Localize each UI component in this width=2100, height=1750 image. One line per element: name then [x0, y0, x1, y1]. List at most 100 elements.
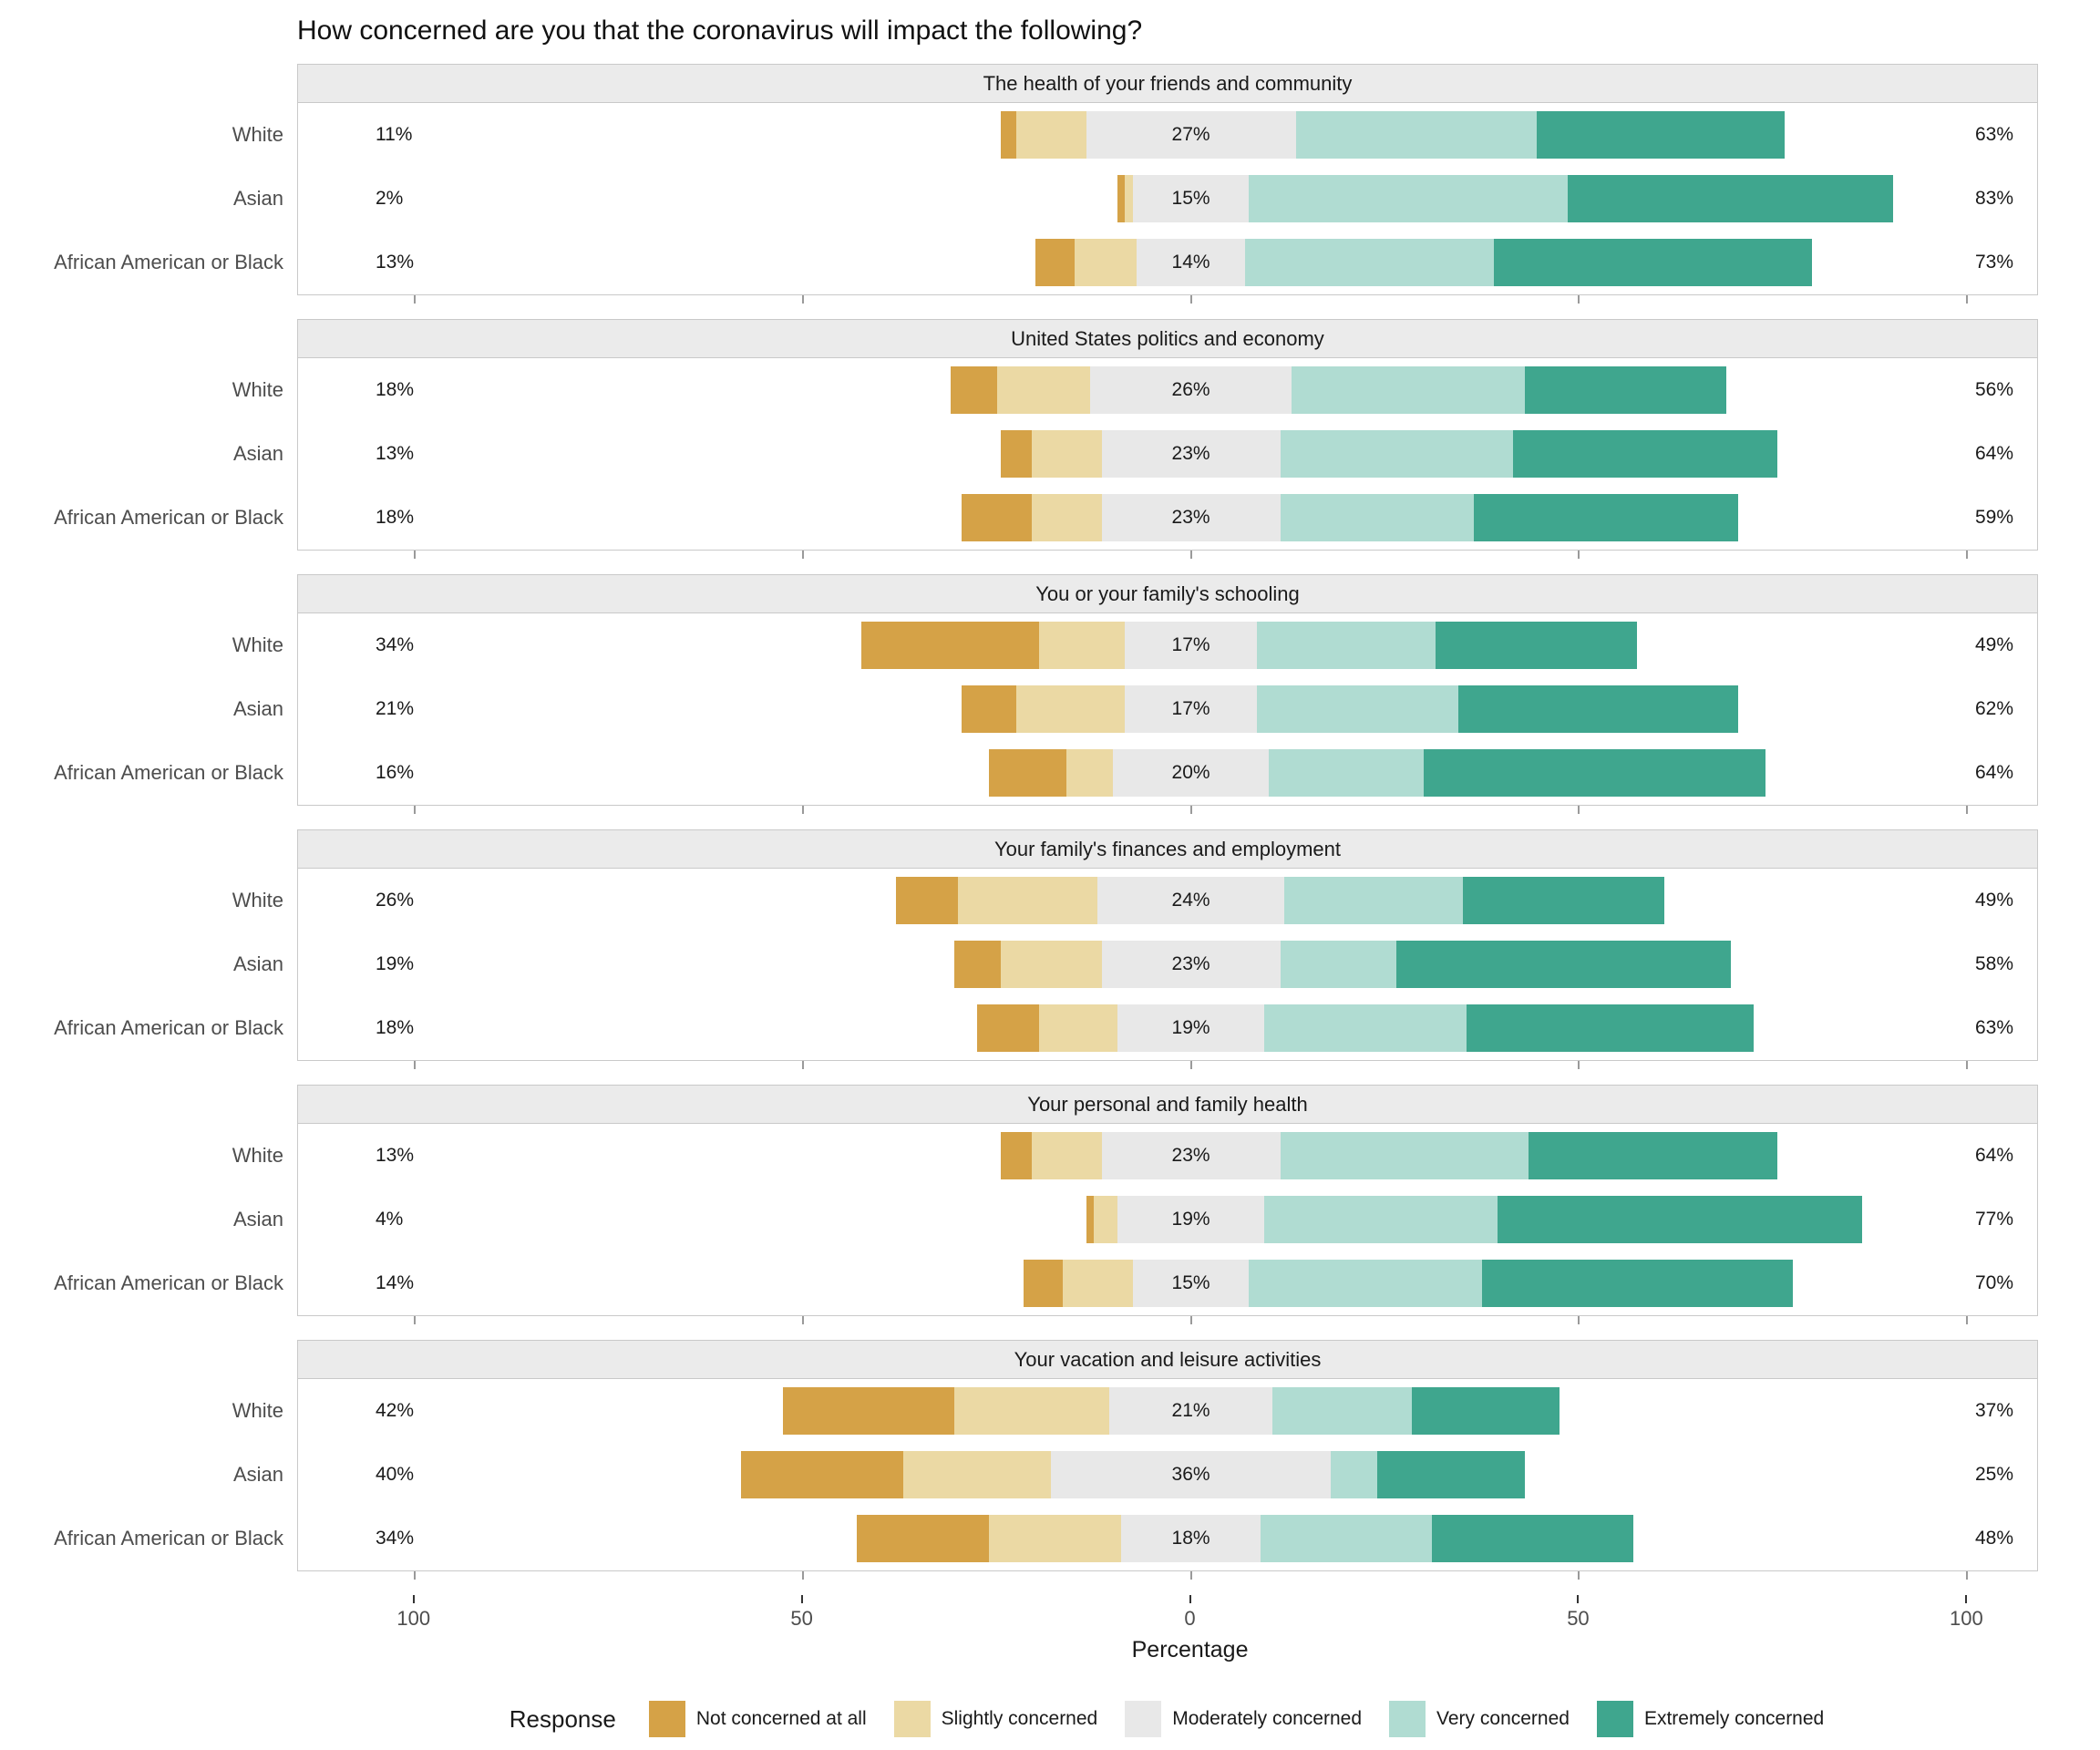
panel-tick — [1966, 1571, 1969, 1580]
pct-label-not-concerned: 13% — [376, 443, 415, 464]
bar-segment-moderately — [1113, 749, 1269, 797]
pct-label-moderate: 21% — [1171, 1400, 1210, 1421]
legend-label: Slightly concerned — [941, 1708, 1098, 1729]
bar-segment-extremely — [1474, 494, 1739, 541]
axis-tick — [1965, 1595, 1968, 1603]
legend-title: Response — [509, 1704, 616, 1733]
panel-tick — [1966, 1061, 1969, 1069]
facet-panel: Your personal and family health White 13% 2… — [54, 1085, 2038, 1324]
pct-label-moderate: 18% — [1171, 1528, 1210, 1549]
bar-segment-slightly — [989, 1515, 1121, 1562]
panel-tick — [801, 806, 804, 814]
panel-tick — [801, 551, 804, 559]
pct-label-concerned: 37% — [1974, 1400, 2013, 1421]
legend-label: Moderately concerned — [1172, 1708, 1363, 1729]
bar-segment-very — [1249, 1260, 1482, 1307]
bar-segment-slightly — [1066, 749, 1114, 797]
pct-label-concerned: 25% — [1974, 1464, 2013, 1485]
group-label: White — [232, 123, 283, 146]
bar-row: Asian 40% 36% 25% — [233, 1443, 2037, 1507]
pct-label-not-concerned: 18% — [376, 1017, 415, 1038]
pct-label-moderate: 17% — [1171, 698, 1210, 719]
panel-tick — [1578, 1316, 1580, 1324]
bar-segment-extremely — [1498, 1196, 1863, 1243]
x-axis-title-row: Percentage — [297, 1637, 2036, 1670]
bar-segment-slightly — [1094, 1196, 1117, 1243]
bar-segment-extremely — [1466, 1004, 1755, 1052]
bar-segment-not — [1000, 111, 1016, 159]
bar-row: African American or Black 34% 18% 48% — [54, 1507, 2037, 1570]
facet-panel: The health of your friends and community… — [54, 64, 2038, 304]
bar-segment-not — [1024, 1260, 1063, 1307]
bar-segment-extremely — [1513, 430, 1777, 478]
bar-row: Asian 2% 15% 83% — [233, 167, 2037, 231]
bar-segment-extremely — [1524, 366, 1727, 414]
bar-segment-slightly — [1000, 941, 1102, 988]
facet-plot: White 42% 21% 37% Asian 40% 36% 25% African Amer… — [54, 1379, 2037, 1580]
group-label: White — [232, 378, 283, 401]
pct-label-moderate: 14% — [1171, 252, 1210, 273]
panel-tick — [1578, 1061, 1580, 1069]
bar-segment-not — [1000, 430, 1032, 478]
group-label: Asian — [232, 1208, 283, 1230]
bar-segment-not — [895, 877, 959, 924]
pct-label-concerned: 64% — [1974, 762, 2013, 783]
bar-segment-moderately — [1117, 1004, 1265, 1052]
group-label: African American or Black — [54, 1016, 283, 1039]
facet-plot: White 18% 26% 56% Asian 13% 23% 64% African Amer… — [54, 358, 2037, 559]
pct-label-not-concerned: 4% — [376, 1209, 404, 1230]
legend-item: Extremely concerned — [1596, 1701, 1825, 1737]
axis-tick-label: 0 — [1184, 1607, 1196, 1630]
group-label: White — [232, 1399, 283, 1422]
bar-segment-slightly — [1031, 1132, 1102, 1179]
pct-label-not-concerned: 14% — [376, 1272, 415, 1293]
group-label: African American or Black — [54, 506, 283, 529]
legend-swatch-very — [1389, 1701, 1426, 1737]
bar-segment-moderately — [1132, 1260, 1250, 1307]
pct-label-concerned: 64% — [1974, 1145, 2013, 1166]
bar-segment-very — [1280, 941, 1397, 988]
panel-tick — [801, 1061, 804, 1069]
group-label: Asian — [232, 1463, 283, 1486]
bar-segment-moderately — [1086, 111, 1296, 159]
legend-label: Extremely concerned — [1643, 1708, 1825, 1729]
bar-segment-extremely — [1536, 111, 1786, 159]
bar-row: Asian 4% 19% 77% — [233, 1188, 2037, 1251]
pct-label-moderate: 19% — [1171, 1209, 1210, 1230]
facet-title: United States politics and economy — [1011, 326, 1324, 350]
pct-label-not-concerned: 13% — [376, 1145, 415, 1166]
pct-label-moderate: 20% — [1171, 762, 1210, 783]
pct-label-moderate: 15% — [1171, 188, 1210, 209]
bar-segment-not — [989, 749, 1067, 797]
bar-segment-extremely — [1529, 1132, 1777, 1179]
bar-row: White 34% 17% 49% — [232, 613, 2037, 677]
bar-row: White 13% 23% 64% — [232, 1124, 2037, 1188]
bar-segment-slightly — [1063, 1260, 1133, 1307]
pct-label-moderate: 24% — [1171, 890, 1210, 911]
panel-tick — [1578, 806, 1580, 814]
bar-segment-very — [1268, 749, 1425, 797]
bar-segment-extremely — [1396, 941, 1731, 988]
pct-label-moderate: 23% — [1171, 443, 1210, 464]
panel-tick — [1578, 1571, 1580, 1580]
bar-segment-slightly — [1074, 239, 1137, 286]
panel-tick — [1189, 295, 1192, 304]
bar-segment-moderately — [1132, 175, 1250, 222]
group-label: African American or Black — [54, 1527, 283, 1549]
pct-label-not-concerned: 40% — [376, 1464, 415, 1485]
axis-tick-label: 100 — [396, 1607, 431, 1630]
bar-row: African American or Black 16% 20% 64% — [54, 741, 2037, 805]
panel-tick — [801, 1571, 804, 1580]
pct-label-moderate: 27% — [1171, 124, 1210, 145]
facet-panel: Your vacation and leisure activities Whit… — [54, 1340, 2038, 1580]
bar-segment-extremely — [1435, 622, 1638, 669]
pct-label-not-concerned: 34% — [376, 1528, 415, 1549]
bar-segment-not — [953, 941, 1001, 988]
bar-segment-not — [977, 1004, 1040, 1052]
panel-tick — [413, 1061, 416, 1069]
facet-strip: Your personal and family health — [298, 1086, 2037, 1124]
pct-label-not-concerned: 16% — [376, 762, 415, 783]
bar-segment-very — [1261, 1515, 1432, 1562]
legend-swatch-moderately — [1125, 1701, 1162, 1737]
pct-label-concerned: 63% — [1974, 124, 2013, 145]
